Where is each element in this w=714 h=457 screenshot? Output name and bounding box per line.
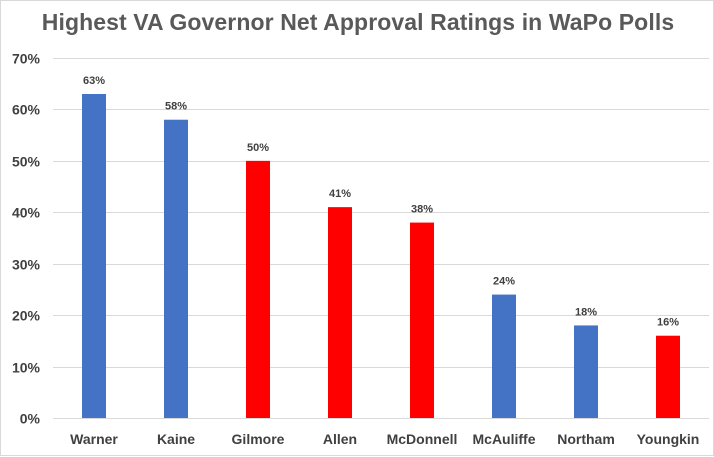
data-label: 63% <box>83 75 105 87</box>
y-tick-label: 50% <box>12 154 41 170</box>
x-axis-category-labels: Warner Kaine Gilmore Allen McDonnell McAuliff… <box>70 431 699 447</box>
y-tick-label: 0% <box>20 411 41 427</box>
data-label: 18% <box>575 306 597 318</box>
category-label: Northam <box>557 431 615 447</box>
y-tick-label: 10% <box>12 360 41 376</box>
bar-warner <box>82 94 106 418</box>
chart-title: Highest VA Governor Net Approval Ratings… <box>41 9 675 35</box>
y-tick-label: 30% <box>12 257 41 273</box>
category-label: Kaine <box>157 431 195 447</box>
y-tick-label: 40% <box>12 205 41 221</box>
bar-gilmore <box>246 160 270 418</box>
category-label: McAuliffe <box>473 431 536 447</box>
data-labels: 63% 58% 50% 41% 38% 24% 18% 16% <box>83 75 679 329</box>
data-label: 58% <box>165 101 187 113</box>
bar-kaine <box>164 119 188 418</box>
bar-youngkin <box>656 335 680 418</box>
category-label: Allen <box>323 431 357 447</box>
y-axis-tick-labels: 0% 10% 20% 30% 40% 50% 60% 70% <box>12 51 41 427</box>
category-label: Gilmore <box>232 431 285 447</box>
category-label: Youngkin <box>637 431 700 447</box>
y-tick-label: 60% <box>12 102 41 118</box>
bar-northam <box>574 325 598 418</box>
bar-allen <box>328 207 352 418</box>
gridlines <box>53 58 709 419</box>
data-label: 38% <box>411 204 433 216</box>
y-tick-label: 20% <box>12 308 41 324</box>
data-label: 16% <box>657 317 679 329</box>
data-label: 24% <box>493 276 515 288</box>
category-label: McDonnell <box>387 431 458 447</box>
bar-mcdonnell <box>410 222 434 418</box>
bar-mcauliffe <box>492 294 516 418</box>
y-tick-label: 70% <box>12 51 41 67</box>
category-label: Warner <box>70 431 118 447</box>
data-label: 41% <box>329 188 351 200</box>
data-label: 50% <box>247 142 269 154</box>
bars <box>82 94 680 418</box>
